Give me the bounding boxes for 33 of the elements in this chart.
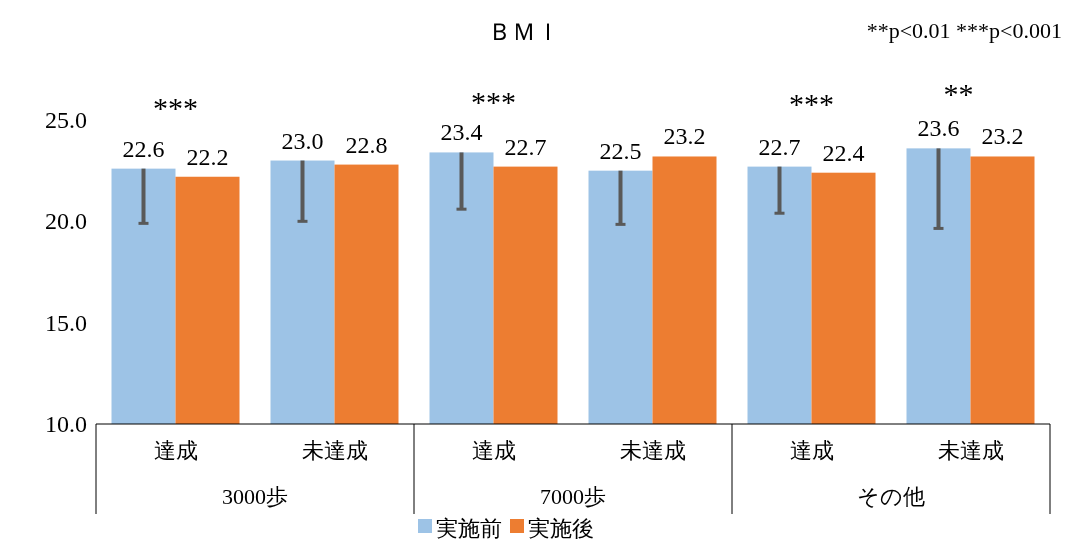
x-tick-label: 未達成	[619, 438, 686, 463]
x-tick-label: 達成	[153, 438, 198, 463]
data-label: 23.2	[981, 123, 1024, 150]
data-label: 22.6	[122, 135, 165, 162]
x-tick-label: 未達成	[301, 438, 368, 463]
x-tick-label: 達成	[471, 438, 516, 463]
x-tick-label: 未達成	[937, 438, 1004, 463]
y-tick-label: 20.0	[45, 208, 87, 235]
annotation: ***	[789, 87, 834, 120]
y-tick-label: 10.0	[45, 411, 87, 437]
data-label: 22.5	[599, 137, 642, 164]
data-label: 23.4	[440, 119, 483, 146]
data-label: 22.4	[822, 139, 865, 166]
text: 3000歩	[222, 484, 288, 509]
data-label: 22.2	[186, 143, 229, 170]
y-tick-label: 25.0	[45, 107, 87, 133]
data-label: 23.6	[917, 115, 960, 142]
text: 7000歩	[540, 484, 606, 509]
text: **	[943, 77, 974, 110]
legend-label: 実施後	[528, 516, 594, 540]
text: **p<0.01 ***p<0.001	[866, 18, 1062, 43]
legend-label: 実施前	[436, 516, 502, 540]
data-label: 23.0	[281, 127, 324, 154]
data-label: 22.7	[504, 133, 547, 160]
data-label: 22.8	[345, 131, 388, 158]
chart-title: ＢＭＩ	[488, 19, 560, 45]
text: その他	[857, 484, 925, 509]
data-label: 23.2	[663, 123, 706, 150]
text: ***	[471, 85, 516, 118]
data-label: 22.7	[758, 133, 801, 160]
annotation: ***	[153, 91, 198, 124]
y-tick-label: 15.0	[45, 309, 87, 336]
x-tick-label: 達成	[789, 438, 834, 463]
